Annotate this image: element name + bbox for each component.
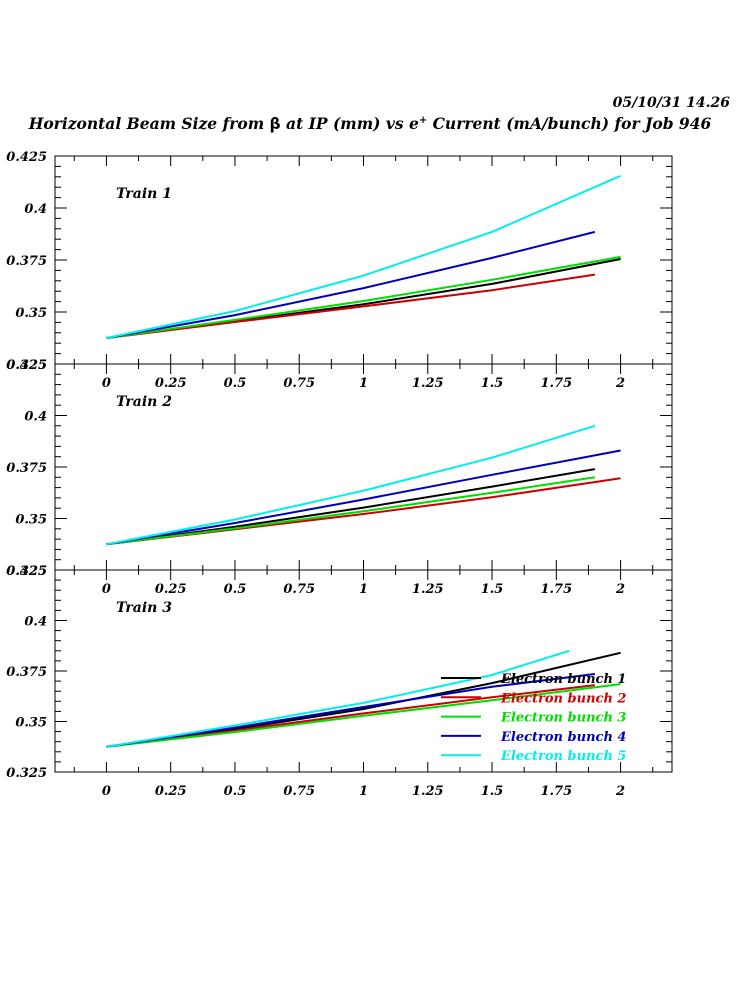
- y-tick-label: 0.325: [6, 564, 47, 579]
- panel-label-train: Train 3: [116, 600, 172, 616]
- y-tick-label: 0.4: [24, 615, 47, 630]
- legend-label: Electron bunch 1: [500, 672, 626, 687]
- panel-label-train: Train 1: [116, 186, 172, 202]
- legend-label: Electron bunch 2: [500, 691, 626, 706]
- x-tick-label: 0.5: [224, 376, 247, 391]
- title-part-2: at IP (mm) vs e: [280, 114, 419, 133]
- series-line-bunch-5: [106, 649, 570, 748]
- chart-title: Horizontal Beam Size from β at IP (mm) v…: [20, 114, 720, 133]
- x-tick-label: 2: [615, 784, 625, 799]
- panel-train-1: 0 0.25 0.5 0.75 1 1.25 1.5 1.75 2 0.325 0.35 0.375 0…: [6, 150, 673, 391]
- series-line-bunch-3: [106, 683, 621, 748]
- x-tick-label: 0.25: [155, 784, 187, 799]
- y-tick-label: 0.425: [6, 564, 47, 579]
- panel-train-3: 0 0.25 0.5 0.75 1 1.25 1.5 1.75 2 0.325 0.35 0.375 0…: [6, 564, 673, 799]
- x-tick-label: 1: [359, 376, 368, 391]
- series-line-bunch-4: [106, 673, 596, 748]
- x-tick-label: 0: [102, 784, 111, 799]
- y-tick-label: 0.35: [15, 716, 47, 731]
- x-tick-label: 1.5: [481, 582, 504, 597]
- title-part-3: Current (mA/bunch) for Job 946: [427, 114, 712, 133]
- y-tick-label: 0.325: [6, 358, 47, 373]
- x-tick-label: 2: [615, 376, 625, 391]
- series-line-bunch-4: [106, 230, 596, 339]
- x-tick-label: 0.25: [155, 376, 187, 391]
- y-tick-label: 0.425: [6, 358, 47, 373]
- title-superscript: +: [418, 114, 428, 126]
- x-tick-label: 1.75: [540, 784, 572, 799]
- series-line-bunch-2: [106, 273, 596, 339]
- x-tick-label: 1: [359, 784, 368, 799]
- y-tick-label: 0.4: [24, 202, 47, 217]
- series-line-bunch-4: [106, 449, 621, 546]
- series-line-bunch-3: [106, 255, 621, 339]
- series-line-bunch-1: [106, 468, 596, 546]
- x-tick-label: 0.5: [224, 784, 247, 799]
- x-tick-label: 1.25: [412, 784, 444, 799]
- series-line-bunch-3: [106, 476, 596, 546]
- x-tick-label: 0.75: [283, 582, 315, 597]
- x-tick-label: 0.75: [283, 784, 315, 799]
- y-tick-label: 0.425: [6, 150, 47, 165]
- x-tick-label: 0: [102, 582, 111, 597]
- x-tick-label: 2: [615, 582, 625, 597]
- series-line-bunch-5: [106, 174, 621, 339]
- x-tick-label: 1.75: [540, 376, 572, 391]
- x-tick-label: 1: [359, 582, 368, 597]
- legend-label: Electron bunch 5: [500, 749, 626, 764]
- series-line-bunch-5: [106, 424, 596, 546]
- title-beta-symbol: β: [269, 115, 281, 133]
- panel-label-train: Train 2: [116, 394, 172, 410]
- x-tick-label: 1.5: [481, 376, 504, 391]
- x-tick-label: 1.5: [481, 784, 504, 799]
- title-part-1: Horizontal Beam Size from: [28, 114, 270, 133]
- x-tick-label: 0.25: [155, 582, 187, 597]
- y-tick-label: 0.35: [15, 513, 47, 528]
- datestamp: 05/10/31 14.26: [612, 95, 730, 111]
- legend-label: Electron bunch 4: [500, 730, 626, 745]
- y-tick-label: 0.325: [6, 766, 47, 781]
- x-tick-label: 0: [102, 376, 111, 391]
- x-tick-label: 0.75: [283, 376, 315, 391]
- y-tick-label: 0.375: [6, 665, 47, 680]
- panel-train-2: 0 0.25 0.5 0.75 1 1.25 1.5 1.75 2 0.325 0.35 0.375 0…: [6, 358, 673, 597]
- y-tick-label: 0.4: [24, 410, 47, 425]
- y-tick-label: 0.375: [6, 254, 47, 269]
- x-tick-label: 1.75: [540, 582, 572, 597]
- x-tick-label: 0.5: [224, 582, 247, 597]
- x-tick-label: 1.25: [412, 582, 444, 597]
- y-tick-label: 0.35: [15, 306, 47, 321]
- legend: Electron bunch 1 Electron bunch 2 Electron…: [441, 672, 626, 764]
- x-tick-label: 1.25: [412, 376, 444, 391]
- legend-label: Electron bunch 3: [500, 711, 626, 726]
- y-tick-label: 0.375: [6, 461, 47, 476]
